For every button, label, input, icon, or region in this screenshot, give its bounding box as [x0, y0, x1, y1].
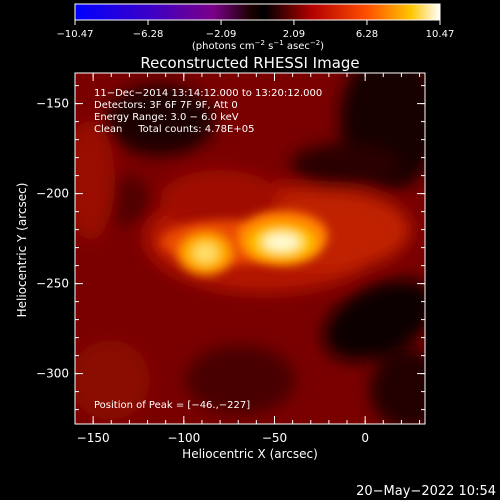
dark-region — [185, 345, 295, 415]
colorbar-ticks: −10.47 −6.28 −2.09 2.09 6.28 10.47 — [56, 20, 454, 40]
plot-frame — [74, 72, 426, 425]
dark-region — [290, 143, 400, 187]
x-tick-label: −50 — [262, 431, 287, 445]
y-tick-label: −300 — [36, 367, 69, 381]
plot-image — [75, 73, 425, 424]
colorbar-tick-label: 10.47 — [426, 29, 455, 40]
colorbar-tick-label: −2.09 — [206, 29, 237, 40]
source-core — [194, 244, 217, 262]
chart-title: Reconstructed RHESSI Image — [140, 54, 359, 72]
glow-region — [75, 120, 115, 240]
annotation-line: 11−Dec−2014 13:14:12.000 to 13:20:12.000 — [94, 88, 322, 99]
annotations: 11−Dec−2014 13:14:12.000 to 13:20:12.000… — [94, 88, 322, 411]
footer-timestamp: 20−May−2022 10:54 — [356, 484, 496, 499]
x-tick-label: −100 — [167, 431, 200, 445]
colorbar: −10.47 −6.28 −2.09 2.09 6.28 10.47 (photons c… — [56, 3, 454, 52]
sources — [177, 219, 322, 275]
colorbar-tick-label: 6.28 — [356, 29, 378, 40]
dark-region — [323, 279, 425, 361]
peak-position-label: Position of Peak = [−46.,−227] — [94, 400, 250, 411]
x-tick-label: −150 — [77, 431, 110, 445]
x-tick-label: 0 — [361, 431, 369, 445]
colorbar-gradient — [74, 3, 441, 21]
annotation-line: Detectors: 3F 6F 7F 9F, Att 0 — [94, 100, 238, 111]
source-core — [263, 233, 300, 251]
glow-region — [75, 340, 150, 420]
y-tick-label: −200 — [36, 187, 69, 201]
annotation-line: Clean Total counts: 4.78E+05 — [94, 124, 254, 135]
dark-region — [370, 350, 425, 424]
x-axis-label: Heliocentric X (arcsec) — [182, 447, 318, 461]
colorbar-tick-label: 2.09 — [283, 29, 305, 40]
axes: −150 −100 −50 0 −150 −200 −250 −300 — [36, 73, 425, 445]
colorbar-tick-label: −10.47 — [56, 29, 93, 40]
y-tick-label: −150 — [36, 97, 69, 111]
annotation-line: Energy Range: 3.0 − 6.0 keV — [94, 112, 239, 123]
colorbar-units: (photons cm−2 s−1 asec−2) — [192, 39, 324, 52]
glow-region — [160, 170, 280, 230]
y-tick-label: −250 — [36, 277, 69, 291]
colorbar-tick-label: −6.28 — [133, 29, 164, 40]
dark-region — [105, 85, 215, 155]
y-axis-label: Heliocentric Y (arcsec) — [15, 183, 29, 318]
